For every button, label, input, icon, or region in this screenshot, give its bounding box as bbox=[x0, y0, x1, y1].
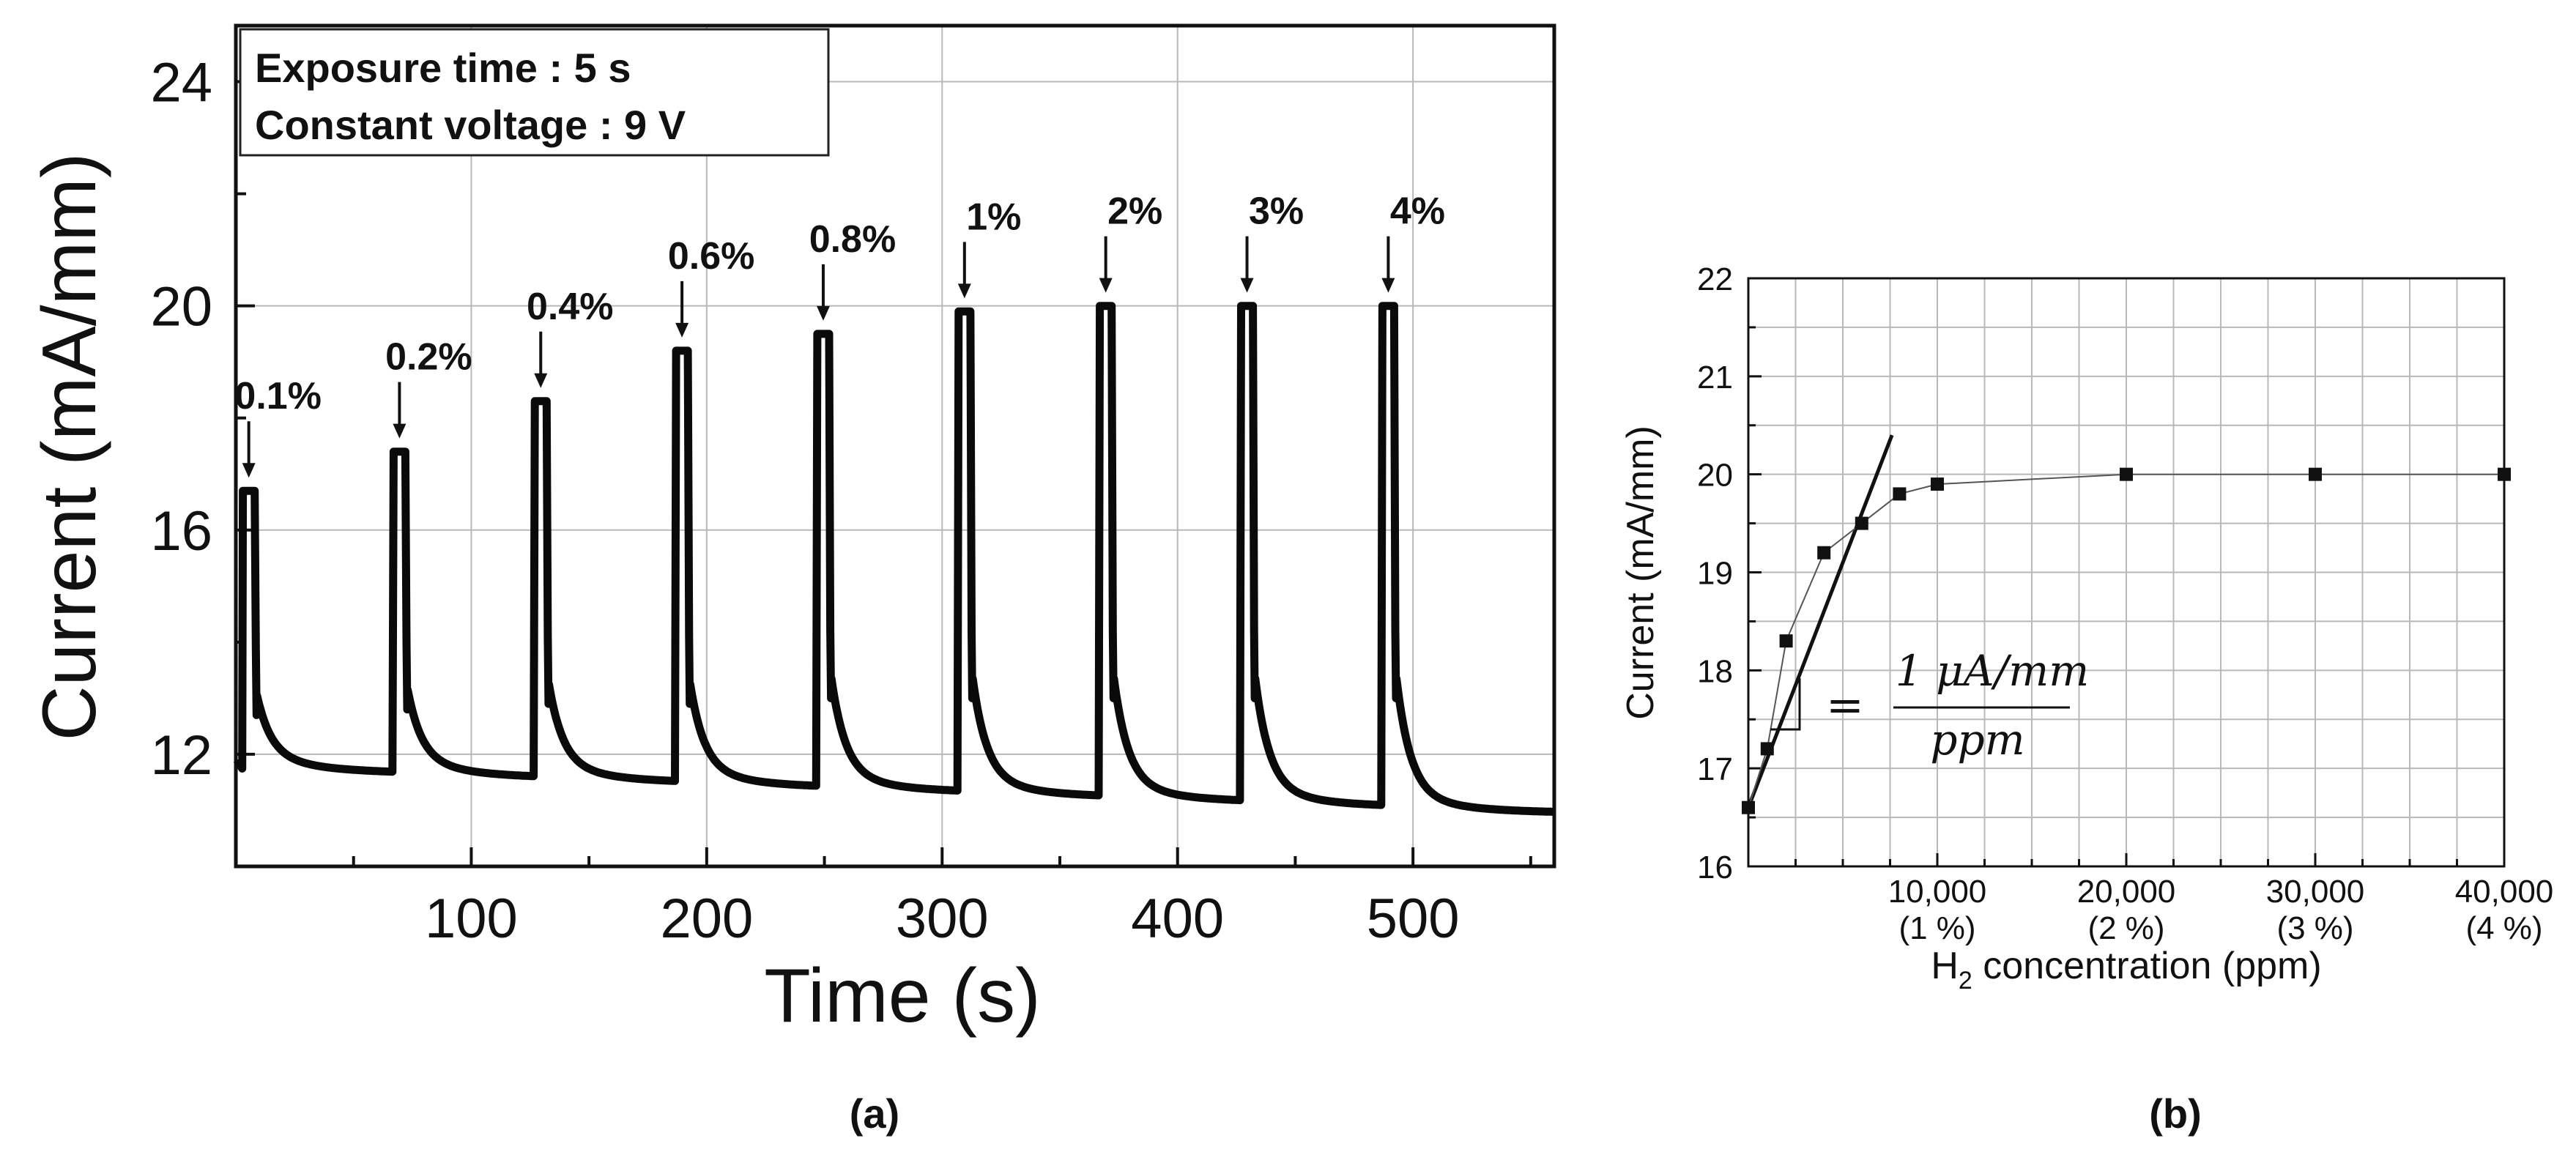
x-title-subscript: 2 bbox=[1959, 967, 1972, 995]
b-x-tick-label: 30,000 bbox=[2266, 874, 2365, 910]
panel-b-x-axis-title: H2 concentration (ppm) bbox=[1931, 945, 2321, 995]
pulse-label: 0.4% bbox=[527, 286, 614, 328]
series-line bbox=[1748, 473, 2504, 809]
data-point bbox=[1760, 742, 1774, 756]
pulse-arrowhead bbox=[675, 322, 689, 338]
b-y-tick-label: 21 bbox=[1697, 360, 1733, 395]
b-x-tick-label: 20,000 bbox=[2077, 874, 2176, 910]
slope-triangle bbox=[1770, 678, 1801, 731]
a-x-tick-label: 100 bbox=[425, 888, 518, 950]
pulse-label: 1% bbox=[966, 196, 1021, 238]
a-y-tick-label: 24 bbox=[150, 52, 212, 114]
data-point bbox=[2498, 467, 2511, 481]
data-point bbox=[1893, 487, 1907, 501]
data-point bbox=[1931, 477, 1944, 491]
panel-a-label: (a) bbox=[850, 1090, 899, 1137]
slope-annotation: = 1 μA/mm ppm bbox=[1826, 646, 2089, 765]
panel-a-x-axis-title: Time (s) bbox=[764, 954, 1040, 1038]
slope-equals: = bbox=[1826, 678, 1864, 732]
pulse-arrowhead bbox=[816, 305, 830, 321]
b-y-tick-label: 19 bbox=[1697, 556, 1733, 592]
slope-numerator: 1 μA/mm bbox=[1896, 646, 2089, 696]
pulse-arrowhead bbox=[957, 283, 971, 299]
slope-denominator: ppm bbox=[1930, 715, 2024, 765]
b-y-tick-label: 22 bbox=[1697, 261, 1733, 297]
data-point bbox=[2120, 467, 2133, 481]
pulse-arrowhead bbox=[393, 423, 407, 439]
pulse-annotation: 0.4% bbox=[527, 286, 614, 388]
data-point bbox=[1779, 634, 1793, 648]
b-y-tick-label: 17 bbox=[1697, 751, 1733, 787]
pulse-arrowhead bbox=[1381, 278, 1395, 293]
pulse-annotation: 2% bbox=[1099, 190, 1162, 293]
a-x-tick-label: 400 bbox=[1131, 888, 1224, 950]
info-box: Exposure time : 5 s Constant voltage : 9… bbox=[239, 28, 830, 157]
pulse-annotation: 4% bbox=[1381, 190, 1445, 293]
panel-b-label: (b) bbox=[2149, 1090, 2202, 1137]
x-title-rest: concentration (ppm) bbox=[1972, 945, 2322, 987]
panel-a-y-axis-title: Current (mA/mm) bbox=[27, 152, 112, 740]
pulse-label: 0.8% bbox=[809, 218, 897, 261]
a-y-tick-label: 12 bbox=[150, 724, 212, 787]
pulse-annotation: 3% bbox=[1240, 190, 1304, 293]
pulse-annotation: 0.8% bbox=[809, 218, 897, 321]
b-x-tick-sublabel: (2 %) bbox=[2087, 910, 2164, 946]
pulse-arrowhead bbox=[1099, 278, 1113, 293]
b-y-tick-label: 18 bbox=[1697, 653, 1733, 689]
current-trace bbox=[233, 302, 1556, 816]
data-point bbox=[1742, 800, 1755, 814]
panel-a-chart: 100 200 300 400 500 12 16 20 24 0.1% 0.2% 0.4% 0.6% 0… bbox=[27, 23, 1556, 1137]
pulse-annotation: 0.2% bbox=[385, 336, 472, 439]
b-x-tick-sublabel: (4 %) bbox=[2465, 910, 2542, 946]
panel-a-plot-frame bbox=[234, 23, 1556, 869]
a-x-tick-label: 200 bbox=[660, 888, 753, 950]
pulse-label: 2% bbox=[1107, 190, 1162, 233]
pulse-annotation: 0.6% bbox=[668, 235, 755, 338]
pulse-arrowhead bbox=[534, 373, 548, 388]
x-title-h: H bbox=[1931, 945, 1959, 987]
data-point bbox=[2309, 467, 2322, 481]
b-x-tick-sublabel: (1 %) bbox=[1898, 910, 1975, 946]
data-point bbox=[1855, 516, 1868, 530]
a-x-tick-label: 500 bbox=[1367, 888, 1460, 950]
pulse-label: 0.6% bbox=[668, 235, 755, 278]
pulse-label: 4% bbox=[1390, 190, 1445, 233]
pulse-arrowhead bbox=[1240, 278, 1254, 293]
b-x-tick-sublabel: (3 %) bbox=[2276, 910, 2353, 946]
pulse-label: 0.2% bbox=[385, 336, 472, 379]
pulse-annotation: 0.1% bbox=[234, 375, 322, 478]
b-x-tick-label: 40,000 bbox=[2455, 874, 2554, 910]
pulse-label: 3% bbox=[1249, 190, 1304, 233]
b-y-tick-label: 16 bbox=[1697, 850, 1733, 885]
b-y-tick-label: 20 bbox=[1697, 458, 1733, 494]
pulse-label: 0.1% bbox=[234, 375, 322, 417]
a-x-tick-label: 300 bbox=[896, 888, 989, 950]
panel-b-chart: 10,000(1 %)20,000(2 %)30,000(3 %)40,000(… bbox=[1619, 261, 2553, 1137]
a-y-tick-label: 20 bbox=[150, 276, 212, 338]
b-x-tick-label: 10,000 bbox=[1888, 874, 1987, 910]
data-point bbox=[1817, 546, 1831, 560]
pulse-arrowhead bbox=[242, 463, 256, 478]
info-box-line-1: Exposure time : 5 s bbox=[255, 45, 631, 91]
a-y-tick-label: 16 bbox=[150, 500, 212, 562]
pulse-annotation: 1% bbox=[957, 196, 1021, 299]
panel-b-y-axis-title: Current (mA/mm) bbox=[1619, 426, 1662, 720]
info-box-line-2: Constant voltage : 9 V bbox=[255, 102, 686, 148]
